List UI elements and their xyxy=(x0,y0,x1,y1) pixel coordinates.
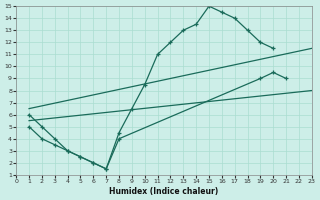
X-axis label: Humidex (Indice chaleur): Humidex (Indice chaleur) xyxy=(109,187,219,196)
